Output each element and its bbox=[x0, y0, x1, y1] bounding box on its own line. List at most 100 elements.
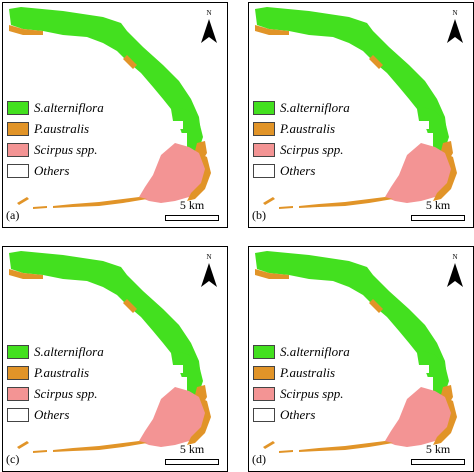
legend: S.alterniflora P.australis Scirpus spp. … bbox=[7, 99, 104, 183]
legend-swatch bbox=[253, 366, 275, 380]
scale-bar: 5 km bbox=[165, 198, 219, 221]
north-arrow: N bbox=[199, 9, 219, 49]
legend-label: Others bbox=[280, 407, 316, 422]
legend-swatch bbox=[253, 101, 275, 115]
legend-swatch bbox=[7, 366, 29, 380]
scale-label: 5 km bbox=[179, 442, 205, 456]
legend-swatch bbox=[7, 143, 29, 157]
p-australis-region bbox=[369, 55, 383, 69]
scale-bar-graphic bbox=[165, 215, 219, 221]
others-region bbox=[179, 377, 187, 391]
p-australis-region bbox=[17, 441, 29, 449]
legend-item: S.alterniflora bbox=[253, 343, 350, 361]
panel-label: (a) bbox=[6, 208, 20, 222]
others-region bbox=[179, 133, 187, 147]
north-arrow-icon bbox=[201, 263, 217, 287]
scale-label: 5 km bbox=[425, 198, 451, 212]
map-panel-b: N S.alterniflora P.australis Scirpus spp… bbox=[248, 2, 474, 228]
p-australis-region bbox=[255, 25, 289, 35]
p-australis-region bbox=[433, 397, 457, 445]
legend-label: Others bbox=[34, 163, 70, 178]
p-australis-region bbox=[9, 269, 43, 279]
legend-label: P.australis bbox=[34, 365, 90, 380]
legend-item: Scirpus spp. bbox=[7, 385, 104, 403]
legend-label: Others bbox=[34, 407, 70, 422]
scirpus-region bbox=[385, 387, 453, 447]
scale-bar-graphic bbox=[411, 459, 465, 465]
legend-label: S.alterniflora bbox=[280, 344, 350, 359]
others-region bbox=[171, 121, 183, 129]
north-arrow-icon bbox=[447, 19, 463, 43]
legend-item: P.australis bbox=[7, 120, 104, 138]
legend-label: Scirpus spp. bbox=[34, 142, 98, 157]
legend-swatch bbox=[253, 345, 275, 359]
legend-label: Scirpus spp. bbox=[280, 142, 344, 157]
s-alterniflora-region bbox=[423, 351, 449, 397]
legend-item: Scirpus spp. bbox=[253, 385, 350, 403]
legend-label: Scirpus spp. bbox=[34, 386, 98, 401]
legend-item: Others bbox=[7, 406, 104, 424]
north-arrow: N bbox=[445, 9, 465, 49]
north-label: N bbox=[206, 253, 212, 261]
legend-label: S.alterniflora bbox=[34, 344, 104, 359]
legend-item: P.australis bbox=[7, 364, 104, 382]
vegetation-map bbox=[9, 7, 211, 209]
vegetation-map bbox=[255, 251, 457, 453]
p-australis-region bbox=[263, 441, 275, 449]
legend-swatch bbox=[253, 408, 275, 422]
legend-label: Others bbox=[280, 163, 316, 178]
p-australis-region bbox=[299, 197, 393, 208]
legend-item: P.australis bbox=[253, 120, 350, 138]
p-australis-region bbox=[53, 441, 147, 452]
legend-label: P.australis bbox=[34, 121, 90, 136]
legend-swatch bbox=[253, 143, 275, 157]
scirpus-region bbox=[139, 143, 207, 203]
s-alterniflora-region bbox=[255, 251, 447, 389]
legend-item: S.alterniflora bbox=[7, 343, 104, 361]
legend: S.alterniflora P.australis Scirpus spp. … bbox=[7, 343, 104, 427]
p-australis-region bbox=[279, 206, 293, 209]
legend-swatch bbox=[7, 164, 29, 178]
vegetation-map bbox=[9, 251, 211, 453]
legend: S.alterniflora P.australis Scirpus spp. … bbox=[253, 99, 350, 183]
scale-bar-graphic bbox=[411, 215, 465, 221]
map-panel-a: N S.alterniflora P.australis Scirpus spp… bbox=[2, 2, 228, 228]
legend-swatch bbox=[7, 387, 29, 401]
map-panel-c: N S.alterniflora P.australis Scirpus spp… bbox=[2, 246, 228, 472]
scale-bar: 5 km bbox=[165, 442, 219, 465]
legend-item: P.australis bbox=[253, 364, 350, 382]
legend-swatch bbox=[253, 122, 275, 136]
north-label: N bbox=[452, 9, 458, 17]
scale-bar: 5 km bbox=[411, 442, 465, 465]
p-australis-region bbox=[299, 441, 393, 452]
north-arrow: N bbox=[445, 253, 465, 293]
p-australis-region bbox=[123, 299, 137, 313]
scirpus-region bbox=[139, 387, 207, 447]
scale-label: 5 km bbox=[425, 442, 451, 456]
p-australis-region bbox=[17, 197, 29, 205]
legend-swatch bbox=[7, 408, 29, 422]
north-arrow: N bbox=[199, 253, 219, 293]
north-label: N bbox=[206, 9, 212, 17]
p-australis-region bbox=[187, 397, 211, 445]
s-alterniflora-region bbox=[255, 7, 447, 145]
legend-item: Scirpus spp. bbox=[7, 141, 104, 159]
legend-label: P.australis bbox=[280, 365, 336, 380]
s-alterniflora-region bbox=[177, 107, 203, 153]
scale-bar-graphic bbox=[165, 459, 219, 465]
legend-label: Scirpus spp. bbox=[280, 386, 344, 401]
north-arrow-icon bbox=[447, 263, 463, 287]
p-australis-region bbox=[255, 269, 289, 279]
legend-item: S.alterniflora bbox=[253, 99, 350, 117]
map-panel-d: N S.alterniflora P.australis Scirpus spp… bbox=[248, 246, 474, 472]
scale-label: 5 km bbox=[179, 198, 205, 212]
p-australis-region bbox=[123, 55, 137, 69]
legend-swatch bbox=[253, 164, 275, 178]
others-region bbox=[171, 365, 183, 373]
s-alterniflora-region bbox=[9, 7, 201, 145]
p-australis-region bbox=[187, 153, 211, 201]
p-australis-region bbox=[279, 450, 293, 453]
legend-swatch bbox=[253, 387, 275, 401]
legend-item: Others bbox=[253, 162, 350, 180]
p-australis-region bbox=[9, 25, 43, 35]
